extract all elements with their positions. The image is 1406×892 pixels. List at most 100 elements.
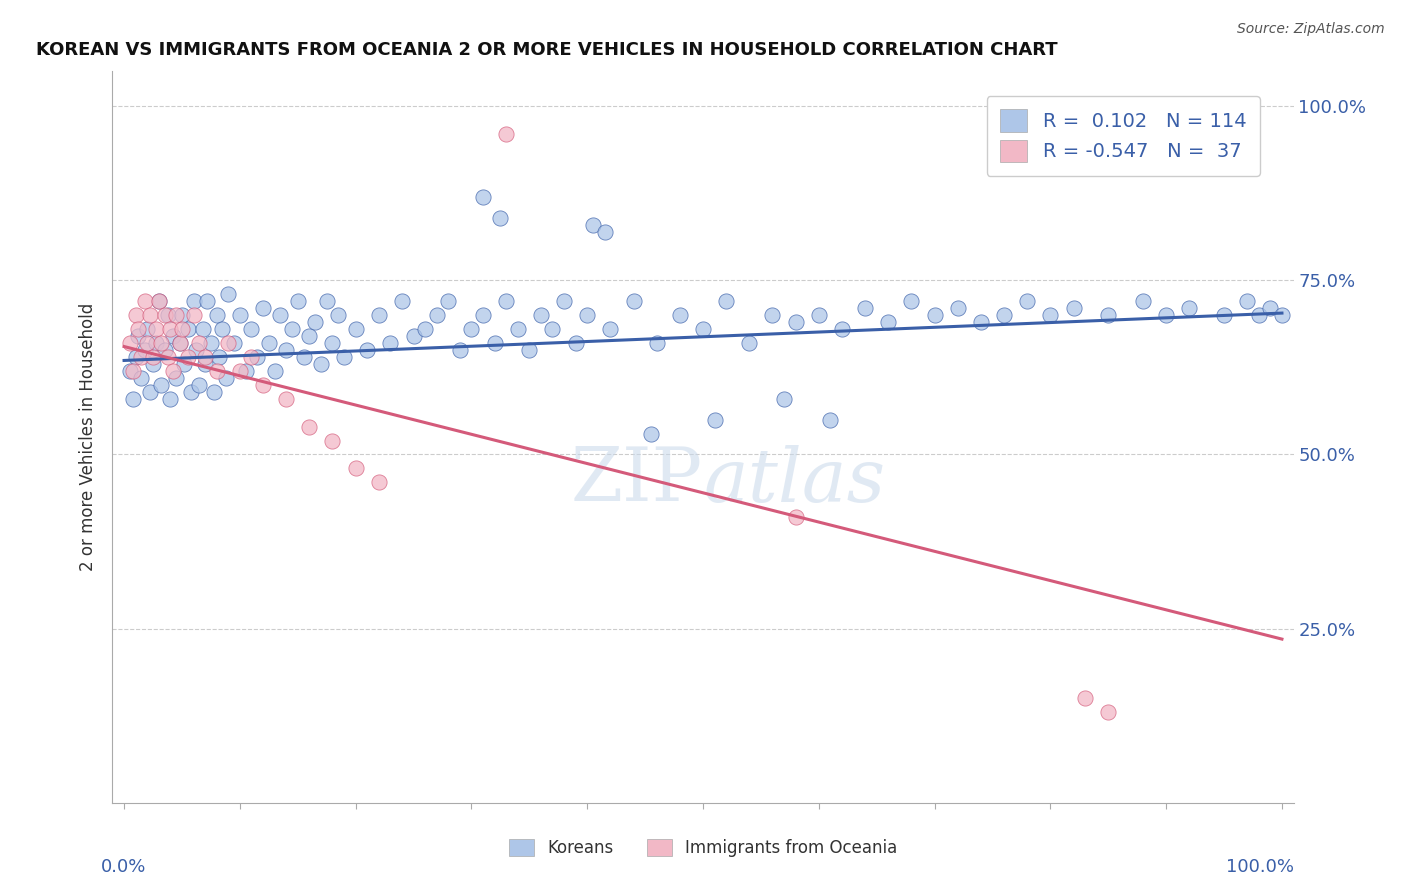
Point [367, 308, 389, 322]
Point [541, 322, 564, 336]
Point [118, 336, 141, 351]
Point [1039, 308, 1062, 322]
Point [1154, 308, 1177, 322]
Point [145, 336, 167, 351]
Point [298, 419, 321, 434]
Point [344, 322, 367, 336]
Point [321, 336, 343, 351]
Point [900, 294, 922, 309]
Point [820, 412, 842, 426]
Point [205, 308, 228, 322]
Point [315, 294, 337, 309]
Point [449, 343, 471, 357]
Point [142, 357, 165, 371]
Point [153, 343, 176, 357]
Point [208, 350, 231, 364]
Point [122, 392, 145, 406]
Text: 100.0%: 100.0% [1226, 858, 1294, 876]
Point [281, 322, 304, 336]
Point [506, 322, 529, 336]
Point [165, 371, 187, 385]
Point [426, 308, 449, 322]
Point [263, 364, 285, 378]
Point [162, 364, 184, 378]
Text: atlas: atlas [703, 445, 886, 517]
Point [202, 384, 225, 399]
Point [162, 329, 184, 343]
Point [530, 308, 553, 322]
Text: KOREAN VS IMMIGRANTS FROM OCEANIA 2 OR MORE VEHICLES IN HOUSEHOLD CORRELATION CH: KOREAN VS IMMIGRANTS FROM OCEANIA 2 OR M… [35, 41, 1057, 59]
Point [807, 308, 830, 322]
Point [134, 294, 156, 309]
Point [356, 343, 378, 357]
Point [252, 377, 274, 392]
Point [669, 308, 692, 322]
Point [1178, 301, 1201, 316]
Legend: Koreans, Immigrants from Oceania: Koreans, Immigrants from Oceania [502, 832, 904, 864]
Point [287, 294, 309, 309]
Text: 0.0%: 0.0% [101, 858, 146, 876]
Point [131, 371, 153, 385]
Point [993, 308, 1015, 322]
Point [292, 350, 315, 364]
Point [188, 377, 211, 392]
Point [1236, 294, 1258, 309]
Point [785, 510, 807, 524]
Point [946, 301, 969, 316]
Y-axis label: 2 or more Vehicles in Household: 2 or more Vehicles in Household [79, 303, 97, 571]
Point [344, 461, 367, 475]
Point [413, 322, 436, 336]
Point [1017, 294, 1039, 309]
Point [148, 294, 170, 309]
Point [640, 426, 662, 441]
Point [183, 308, 205, 322]
Point [576, 308, 599, 322]
Point [138, 384, 160, 399]
Point [564, 336, 586, 351]
Point [145, 322, 167, 336]
Point [309, 357, 332, 371]
Point [738, 336, 761, 351]
Point [118, 364, 141, 378]
Point [853, 301, 876, 316]
Point [761, 308, 783, 322]
Point [645, 336, 668, 351]
Point [269, 308, 291, 322]
Point [127, 329, 149, 343]
Point [127, 322, 149, 336]
Point [165, 308, 187, 322]
Point [240, 322, 263, 336]
Point [136, 322, 159, 336]
Point [197, 294, 219, 309]
Point [593, 225, 616, 239]
Point [402, 329, 425, 343]
Point [136, 336, 159, 351]
Point [124, 350, 146, 364]
Point [582, 218, 605, 232]
Point [1260, 301, 1282, 316]
Point [215, 371, 238, 385]
Point [785, 315, 807, 329]
Point [489, 211, 512, 225]
Point [257, 336, 280, 351]
Point [252, 301, 274, 316]
Point [1213, 308, 1236, 322]
Point [142, 350, 165, 364]
Point [246, 350, 269, 364]
Point [472, 308, 495, 322]
Point [194, 350, 217, 364]
Point [714, 294, 737, 309]
Point [169, 336, 191, 351]
Point [1271, 308, 1294, 322]
Point [177, 322, 200, 336]
Text: Source: ZipAtlas.com: Source: ZipAtlas.com [1237, 22, 1385, 37]
Point [1063, 301, 1085, 316]
Point [484, 336, 506, 351]
Point [217, 336, 239, 351]
Point [211, 322, 233, 336]
Point [831, 322, 853, 336]
Point [367, 475, 389, 490]
Point [150, 336, 173, 351]
Point [157, 350, 180, 364]
Point [229, 308, 252, 322]
